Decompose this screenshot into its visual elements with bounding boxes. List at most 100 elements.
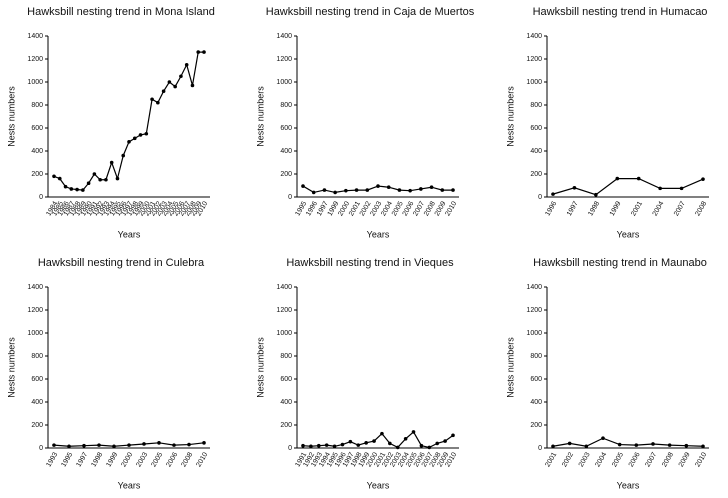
y-tick-label: 400 xyxy=(530,399,542,406)
data-point xyxy=(92,172,97,176)
x-axis-label: Years xyxy=(617,480,640,490)
panel: Hawksbill nesting trend in Mona Island 0 2… xyxy=(6,6,214,239)
data-point xyxy=(344,188,348,193)
data-point xyxy=(132,136,137,141)
x-tick-label: 1997 xyxy=(566,200,580,217)
x-tick-label: 2005 xyxy=(611,451,625,468)
data-point xyxy=(184,62,189,67)
x-tick-label: 1995 xyxy=(60,451,74,468)
y-tick-label: 1400 xyxy=(526,284,542,291)
x-tick-label: 2008 xyxy=(661,451,675,468)
data-point xyxy=(651,442,655,446)
y-tick-label: 400 xyxy=(280,399,292,406)
data-point xyxy=(679,186,684,191)
data-point xyxy=(52,174,56,179)
x-tick-label: 2003 xyxy=(135,451,149,468)
data-point xyxy=(311,190,316,195)
y-tick-label: 1000 xyxy=(526,330,542,337)
data-point xyxy=(584,444,589,449)
data-point xyxy=(634,443,639,447)
y-tick-label: 200 xyxy=(31,171,43,178)
data-point xyxy=(115,176,120,181)
x-tick-label: 1997 xyxy=(75,451,89,468)
x-tick-label: 2007 xyxy=(673,200,687,217)
y-tick-label: 200 xyxy=(31,422,43,429)
panel: Hawksbill nesting trend in Humacao 0 200 40… xyxy=(505,6,709,239)
x-tick-label: 2009 xyxy=(678,451,692,468)
data-point xyxy=(551,192,555,196)
x-tick-label: 2006 xyxy=(628,451,642,468)
y-tick-label: 800 xyxy=(530,102,542,109)
x-axis-label: Years xyxy=(118,229,141,239)
data-point xyxy=(172,443,176,447)
x-axis-label: Years xyxy=(367,229,390,239)
x-tick-label: 2008 xyxy=(694,200,708,217)
x-tick-label: 1998 xyxy=(587,200,601,217)
x-tick-label: 2002 xyxy=(561,451,575,468)
x-tick-label: 2000 xyxy=(120,451,134,468)
x-axis-label: Years xyxy=(617,229,640,239)
data-point xyxy=(75,187,79,192)
y-tick-label: 800 xyxy=(280,353,292,360)
y-tick-label: 200 xyxy=(280,171,292,178)
data-point xyxy=(388,441,392,446)
data-point xyxy=(365,188,370,192)
y-axis-label: Nests numbers xyxy=(505,337,515,398)
data-point xyxy=(63,184,68,189)
data-point xyxy=(97,443,101,447)
data-point xyxy=(316,443,321,448)
data-point xyxy=(67,444,71,449)
data-point xyxy=(397,188,402,192)
x-tick-label: 2006 xyxy=(165,451,179,468)
data-point xyxy=(52,443,56,447)
data-point xyxy=(658,186,662,191)
data-point xyxy=(617,442,622,447)
chart-title: Hawksbill nesting trend in Culebra xyxy=(38,257,205,269)
data-point xyxy=(309,444,313,449)
data-point xyxy=(386,185,391,190)
x-tick-label: 2010 xyxy=(195,451,209,468)
data-point xyxy=(408,188,412,193)
data-point xyxy=(356,443,361,447)
data-point xyxy=(443,439,447,443)
chart-title: Hawksbill nesting trend in Humacao xyxy=(533,6,708,18)
data-point xyxy=(419,443,424,448)
data-point xyxy=(127,140,131,144)
y-tick-label: 400 xyxy=(530,148,542,155)
data-point xyxy=(451,433,455,438)
data-point xyxy=(364,441,368,445)
data-point xyxy=(81,188,85,192)
data-point xyxy=(395,445,400,450)
x-tick-label: 2010 xyxy=(444,200,458,217)
data-point xyxy=(684,443,689,448)
panel: Hawksbill nesting trend in Caja de Muert… xyxy=(255,6,474,239)
data-point xyxy=(86,181,91,185)
y-tick-label: 1200 xyxy=(526,56,542,63)
y-tick-label: 600 xyxy=(31,376,43,383)
y-tick-label: 1400 xyxy=(276,33,292,40)
x-tick-label: 1993 xyxy=(45,451,59,468)
y-tick-label: 1200 xyxy=(27,56,43,63)
data-point xyxy=(403,437,408,441)
y-tick-label: 600 xyxy=(280,125,292,132)
x-tick-label: 2005 xyxy=(150,451,164,468)
y-tick-label: 0 xyxy=(39,445,43,452)
x-axis-label: Years xyxy=(118,480,141,490)
panel: Hawksbill nesting trend in Maunabo 0 200 40… xyxy=(505,257,709,490)
data-point xyxy=(324,443,329,447)
data-point xyxy=(322,188,327,192)
chart-title: Hawksbill nesting trend in Maunabo xyxy=(533,257,707,269)
x-tick-label: 2004 xyxy=(594,451,608,468)
data-point xyxy=(156,100,160,105)
data-point xyxy=(144,131,149,136)
data-line xyxy=(552,437,704,447)
data-point xyxy=(372,439,376,443)
data-point xyxy=(348,439,353,444)
data-point xyxy=(179,74,183,79)
data-point xyxy=(332,444,337,449)
panel: Hawksbill nesting trend in Culebra 0 200 40… xyxy=(6,257,210,490)
data-point xyxy=(380,431,384,436)
y-tick-label: 800 xyxy=(31,353,43,360)
y-tick-label: 600 xyxy=(31,125,43,132)
x-tick-label: 1998 xyxy=(90,451,104,468)
